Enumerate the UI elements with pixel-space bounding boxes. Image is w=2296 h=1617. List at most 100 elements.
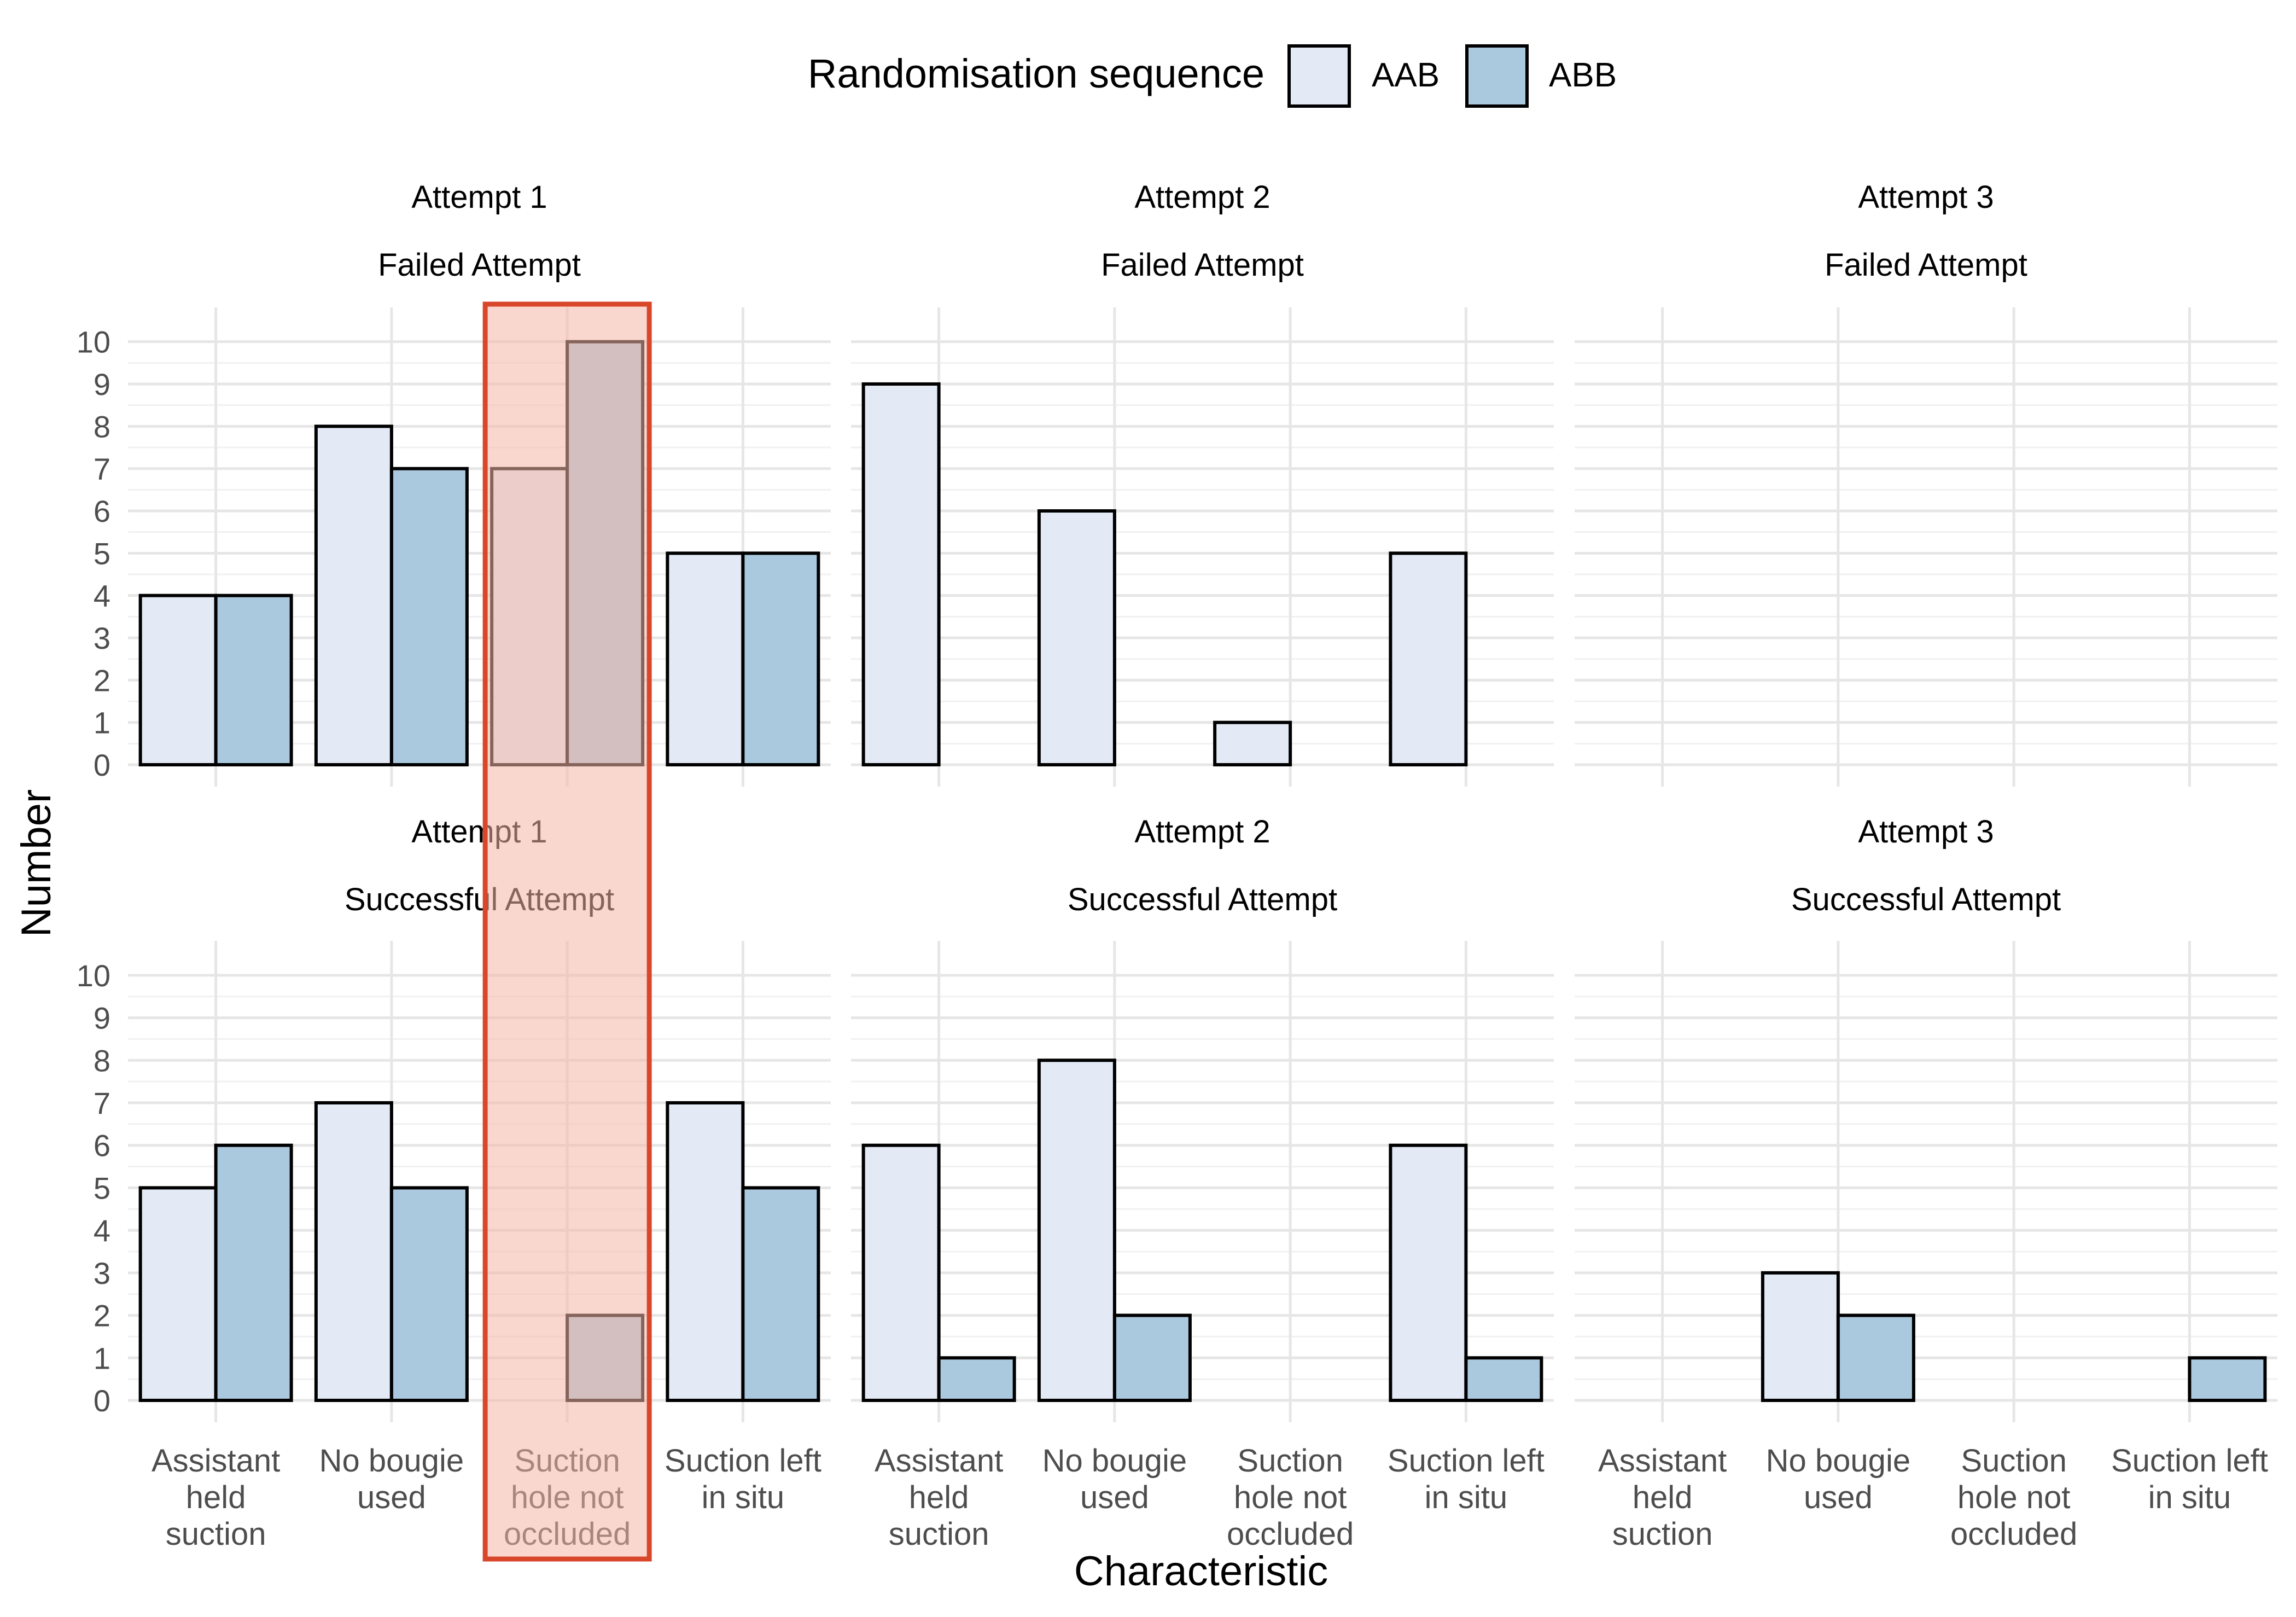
y-tick-label: 10	[77, 958, 110, 993]
x-tick-label-line: held	[1633, 1480, 1693, 1515]
x-tick-label-line: suction	[889, 1516, 989, 1552]
legend-label-abb: ABB	[1549, 56, 1617, 94]
y-tick-label: 3	[94, 621, 110, 655]
panel-outcome-label: Failed Attempt	[1101, 247, 1304, 283]
bar-abb-cat-1	[214, 1143, 293, 1403]
x-tick-label-line: suction	[166, 1516, 266, 1552]
panel-outcome-label: Successful Attempt	[1791, 882, 2061, 917]
bar-aab-cat-2	[1037, 1058, 1116, 1403]
x-tick-label: Suction left in situ	[1388, 1443, 1545, 1515]
x-tick-label-line: occluded	[1950, 1516, 2077, 1552]
bar-abb-cat-4	[1464, 1356, 1543, 1402]
y-tick-label: 9	[94, 1001, 110, 1036]
x-tick-label-line: hole not	[1957, 1480, 2070, 1515]
bar-aab-cat-4	[1389, 1143, 1468, 1403]
x-tick-label-line: No bougie	[1766, 1443, 1910, 1479]
bar-aab-cat-1	[861, 1143, 941, 1403]
y-tick-label: 6	[94, 494, 110, 528]
y-axis-title: Number	[13, 789, 60, 937]
x-tick-label-line: No bougie	[1042, 1443, 1187, 1479]
panel-outcome-label: Failed Attempt	[1825, 247, 2027, 283]
y-tick-label: 0	[94, 1383, 110, 1418]
bar-aab-cat-2	[314, 1101, 393, 1402]
y-tick-label: 10	[77, 325, 110, 359]
y-tick-label: 7	[94, 1086, 110, 1120]
x-tick-label-line: Suction left	[665, 1443, 821, 1479]
x-tick-label-line: Suction	[1961, 1443, 2066, 1479]
highlight-box	[482, 301, 652, 1562]
bar-abb-cat-2	[389, 1186, 469, 1402]
legend-label-aab: AAB	[1372, 56, 1440, 94]
x-tick-label-line: in situ	[2148, 1480, 2231, 1515]
bar-aab-cat-4	[666, 551, 745, 766]
bar-aab-cat-1	[138, 594, 218, 766]
bar-aab-cat-2	[314, 424, 393, 766]
y-tick-label: 4	[94, 1213, 110, 1248]
x-tick-label: Suction left in situ	[665, 1443, 821, 1515]
legend-key-aab	[1287, 44, 1351, 108]
bar-aab-cat-2	[1037, 509, 1116, 766]
bar-abb-cat-1	[937, 1356, 1016, 1402]
x-tick-label-line: No bougie	[319, 1443, 464, 1479]
y-tick-label: 1	[94, 1341, 110, 1375]
x-tick-label-line: Assistant	[875, 1443, 1003, 1479]
y-tick-label: 6	[94, 1129, 110, 1163]
panel-outcome-label: Successful Attempt	[1068, 882, 1337, 917]
x-axis-title: Characteristic	[1074, 1548, 1328, 1595]
panel-outcome-label: Failed Attempt	[378, 247, 581, 283]
legend: Randomisation sequence AAB ABB	[808, 44, 1617, 108]
x-tick-label: No bougie used	[319, 1443, 464, 1515]
x-tick-label: No bougie used	[1766, 1443, 1910, 1515]
y-tick-label: 5	[94, 1171, 110, 1205]
y-tick-label: 0	[94, 748, 110, 782]
bar-aab-cat-4	[1389, 551, 1468, 766]
x-tick-label-line: used	[1804, 1480, 1873, 1515]
x-tick-label-line: in situ	[1425, 1480, 1508, 1515]
x-tick-label-line: held	[909, 1480, 969, 1515]
x-tick-label-line: used	[1080, 1480, 1149, 1515]
bar-abb-cat-4	[741, 1186, 820, 1402]
y-tick-label: 5	[94, 536, 110, 571]
x-tick-label-line: used	[357, 1480, 426, 1515]
panel-1: Attempt 1 Failed Attempt 0 1 2 3 4 5 6 7 8 9 10	[77, 179, 831, 787]
bar-abb-cat-2	[389, 467, 469, 766]
bar-aab-cat-1	[138, 1186, 218, 1402]
x-tick-label-line: held	[186, 1480, 246, 1515]
y-tick-label: 8	[94, 1043, 110, 1078]
y-tick-label: 2	[94, 1299, 110, 1333]
panel-2: Attempt 2 Failed Attempt	[851, 179, 1554, 787]
bar-abb-cat-4	[741, 551, 820, 766]
panel-attempt-label: Attempt 1	[411, 179, 547, 215]
bar-abb-cat-2	[1112, 1313, 1192, 1403]
x-tick-label: No bougie used	[1042, 1443, 1187, 1515]
x-tick-label-line: Suction left	[2111, 1443, 2268, 1479]
bar-abb-cat-4	[2188, 1356, 2267, 1402]
y-tick-label: 2	[94, 663, 110, 697]
y-tick-label: 8	[94, 409, 110, 444]
y-tick-label: 7	[94, 452, 110, 486]
panel-attempt-label: Attempt 3	[1858, 814, 1994, 850]
x-tick-label-line: hole not	[1234, 1480, 1347, 1515]
legend-key-abb	[1465, 44, 1529, 108]
x-tick-label-line: Suction	[1237, 1443, 1343, 1479]
bar-abb-cat-1	[214, 594, 293, 766]
panel-attempt-label: Attempt 3	[1858, 179, 1994, 215]
x-tick-label: Assistant held suction	[151, 1443, 280, 1552]
panel-attempt-label: Attempt 2	[1134, 179, 1270, 215]
y-tick-label: 1	[94, 706, 110, 740]
x-tick-label-line: occluded	[1227, 1516, 1354, 1552]
x-tick-label-line: Assistant	[151, 1443, 280, 1479]
x-tick-label: Assistant held suction	[875, 1443, 1003, 1552]
bar-aab-cat-3	[1213, 720, 1292, 766]
panel-5: Attempt 2 Successful Attempt Assistant held…	[851, 814, 1554, 1552]
y-tick-label: 9	[94, 367, 110, 402]
x-tick-label-line: Suction left	[1388, 1443, 1545, 1479]
legend-title: Randomisation sequence	[808, 51, 1264, 96]
x-tick-label-line: Assistant	[1598, 1443, 1727, 1479]
bar-aab-cat-2	[1761, 1271, 1840, 1403]
